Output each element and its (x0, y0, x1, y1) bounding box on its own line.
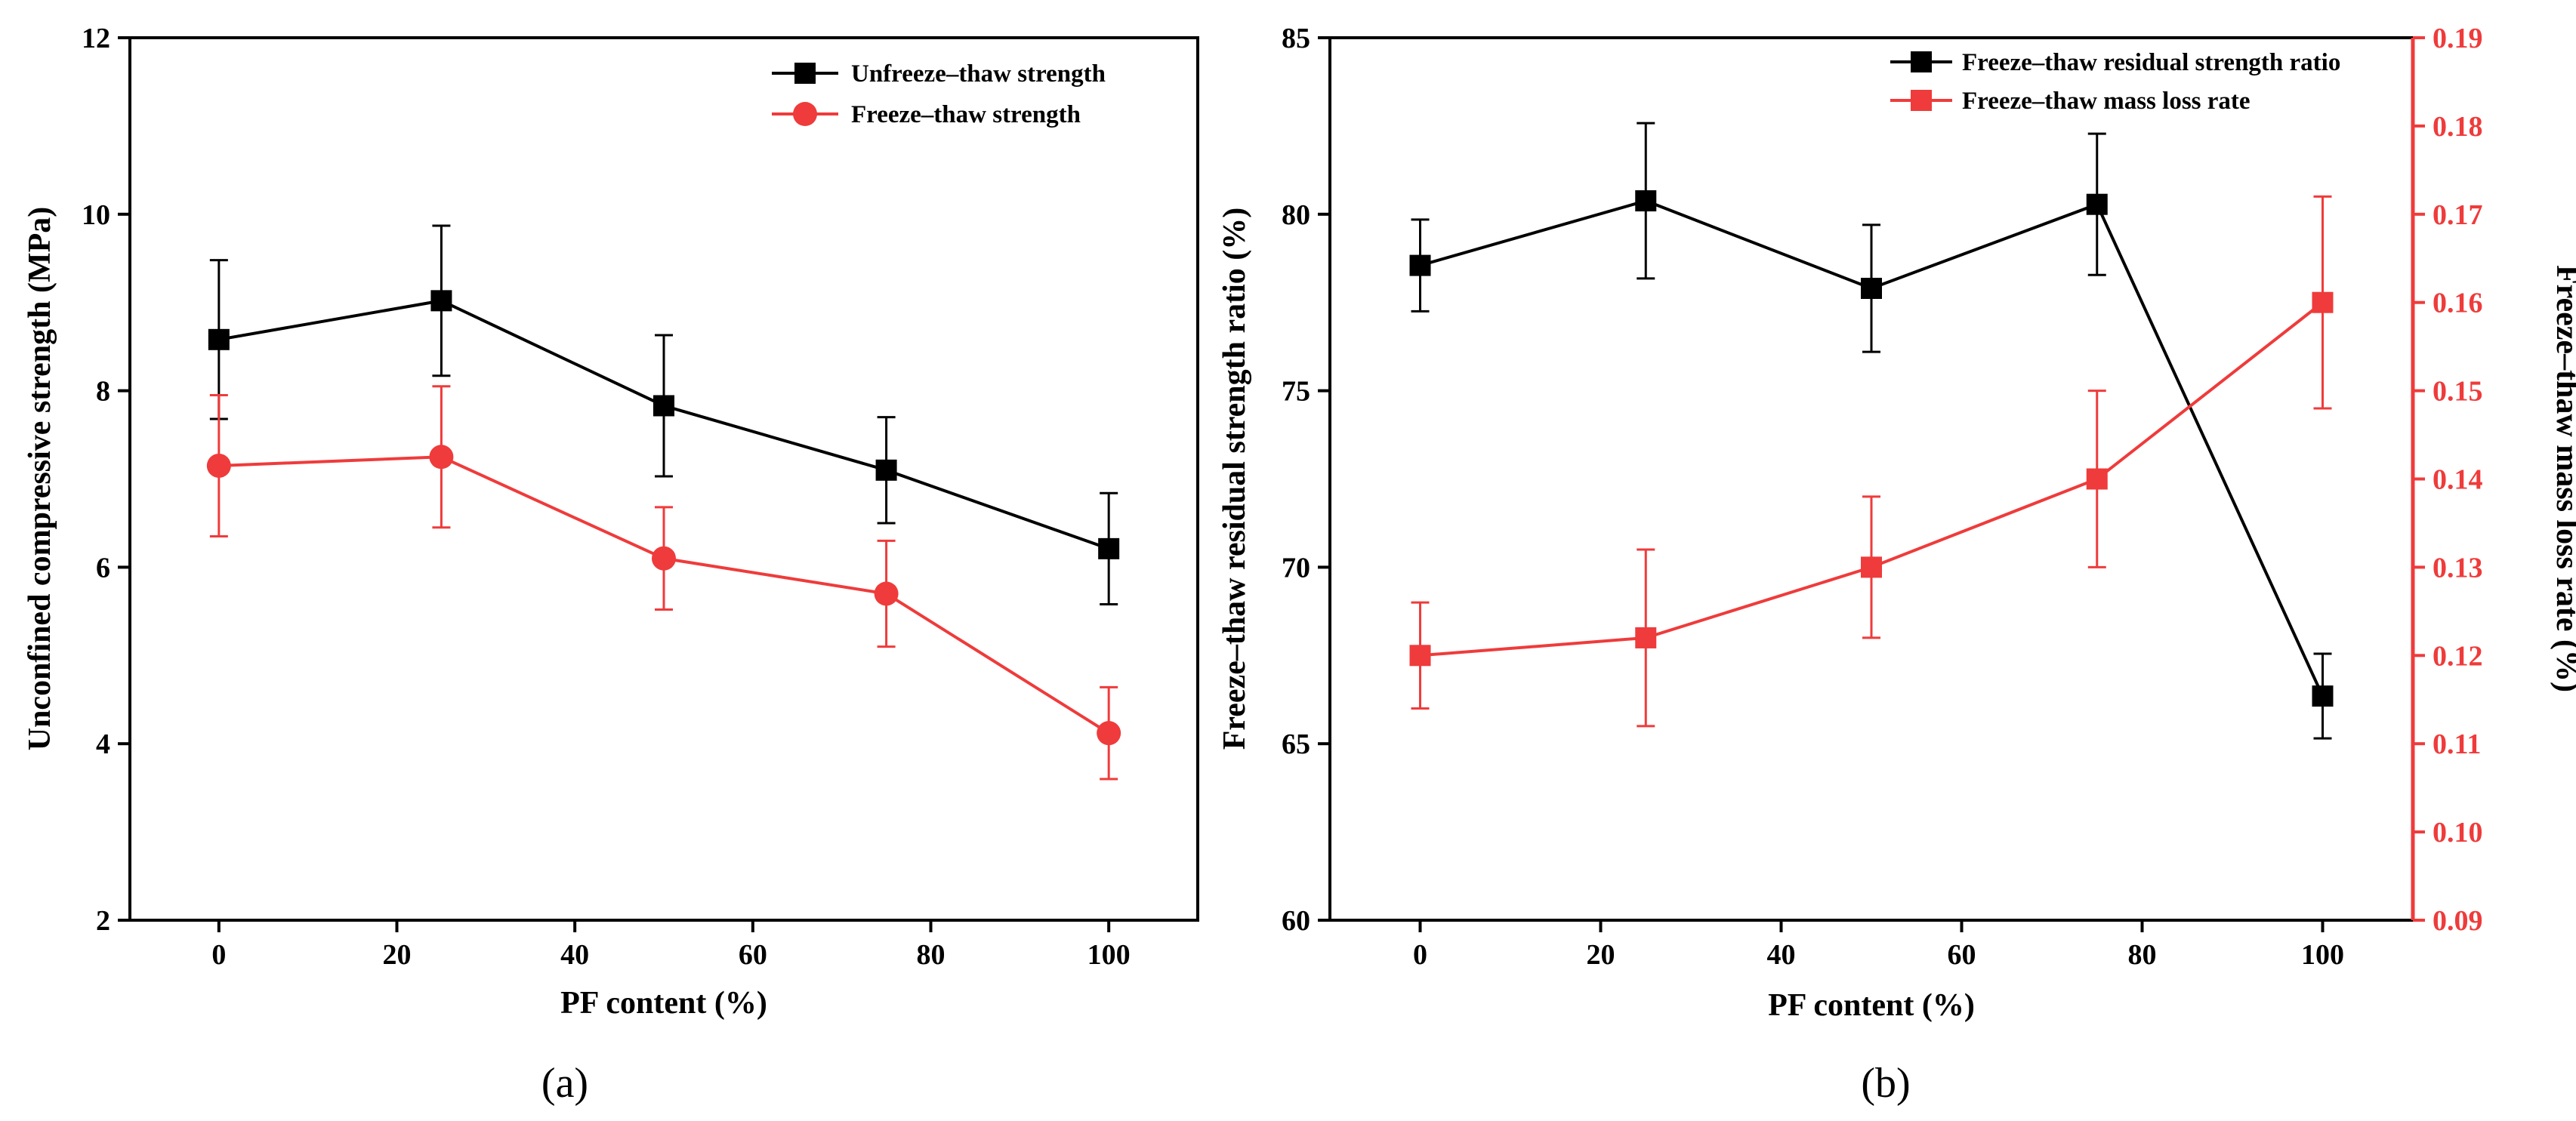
panel-a-y-tick-label: 10 (82, 199, 110, 231)
panel-a-y-tick-label: 8 (96, 376, 110, 408)
panel-b-right-y-tick-label: 0.15 (2433, 376, 2483, 408)
panel-b-label: (b) (1861, 1060, 1910, 1107)
panel-b-right-y-tick-label: 0.11 (2433, 728, 2481, 760)
panel-a-series-1-point (874, 581, 899, 606)
panel-a-x-tick-label: 100 (1087, 939, 1131, 971)
panel-b-legend-marker-massloss (1911, 90, 1932, 111)
panel-b-series-1-point (2312, 291, 2334, 313)
panel-b-y-tick-label: 80 (1282, 199, 1310, 231)
panel-b-plot-frame (1328, 36, 2414, 922)
panel-a-series-1 (206, 385, 1121, 781)
panel-a-x-tick-label: 0 (211, 939, 226, 971)
panel-b-legend-label-massloss: Freeze–thaw mass loss rate (1962, 88, 2251, 115)
panel-b-y-tick-label: 85 (1282, 23, 1310, 54)
panel-a-series-1-point (206, 453, 231, 478)
panel-b-series-0-point (2312, 685, 2334, 707)
panel-b-series-1-point (1861, 556, 1882, 578)
panel-a-series-0-point (875, 459, 897, 481)
panel-a-x-axis-label: PF content (%) (560, 986, 767, 1021)
panel-a-legend: Unfreeze–thaw strength Freeze–thaw stren… (772, 60, 1106, 128)
panel-a-y-tick-label: 4 (96, 728, 110, 760)
panel-b-right-y-tick-label: 0.14 (2433, 464, 2483, 496)
panel-a-legend-marker-unfreeze (794, 63, 816, 84)
panel-a-series-0-point (653, 395, 674, 417)
panel-b-x-tick-label: 0 (1413, 939, 1427, 971)
panel-a-series-1-point (429, 445, 454, 470)
panel-b-right-y-tick-label: 0.13 (2433, 552, 2483, 584)
panel-a-y-tick-label: 2 (96, 905, 110, 937)
panel-a-series-0-point (1098, 537, 1120, 559)
panel-b-x-tick-label: 60 (1948, 939, 1976, 971)
panel-b-right-y-tick-label: 0.12 (2433, 640, 2483, 672)
panel-a-x-tick-label: 20 (383, 939, 412, 971)
panel-b-series-1-point (2086, 468, 2108, 490)
panel-b-series-1-point (1409, 645, 1431, 667)
panel-a-legend-marker-freeze (793, 102, 817, 126)
panel-b-x-tick-label: 20 (1587, 939, 1615, 971)
panel-a-plot-frame (128, 36, 1199, 922)
panel-a-series-0-point (430, 290, 452, 312)
panel-a-legend-label-unfreeze: Unfreeze–thaw strength (851, 60, 1106, 88)
panel-a-x-tick-label: 80 (917, 939, 946, 971)
panel-b-right-y-tick-label: 0.16 (2433, 288, 2483, 319)
panel-b-right-y-tick-label: 0.17 (2433, 199, 2483, 231)
panel-a-legend-label-freeze: Freeze–thaw strength (851, 101, 1081, 128)
panel-b-x-tick-label: 80 (2128, 939, 2157, 971)
panel-b-right-y-tick-label: 0.09 (2433, 905, 2483, 937)
panel-a-x-tick-label: 60 (739, 939, 767, 971)
panel-b-x-tick-label: 40 (1767, 939, 1796, 971)
panel-a-series-0 (208, 224, 1120, 605)
panel-b-series-0-point (1635, 190, 1657, 212)
panel-b-right-y-tick-label: 0.18 (2433, 111, 2483, 143)
panel-a-x-tick-label: 40 (560, 939, 589, 971)
panel-b-y-tick-label: 65 (1282, 728, 1310, 760)
panel-a-y-axis-label: Unconfined compressive strength (MPa) (23, 207, 57, 751)
panel-b-series-0 (1409, 122, 2334, 740)
panel-b-legend-label-ratio: Freeze–thaw residual strength ratio (1962, 49, 2340, 76)
panel-b-x-axis-label: PF content (%) (1768, 988, 1975, 1023)
panel-a-series-1-point (652, 546, 676, 571)
panel-b-chart: 0 20 40 60 80 100 60 65 70 75 80 85 0.09 0.10 0.11 0.12… (1217, 23, 2576, 1107)
panel-b-series-1 (1409, 195, 2334, 728)
panel-b-legend: Freeze–thaw residual strength ratio Free… (1890, 49, 2340, 115)
panel-b-right-y-tick-label: 0.19 (2433, 23, 2483, 54)
panel-b-x-tick-label: 100 (2301, 939, 2344, 971)
panel-a-y-tick-label: 12 (82, 23, 110, 54)
panel-b-y-axis-label: Freeze–thaw residual strength ratio (%) (1217, 208, 1252, 750)
panel-b-y-tick-label: 60 (1282, 905, 1310, 937)
panel-a-chart: 0 20 40 60 80 100 2 4 6 8 10 12 PF content (%) Unco… (23, 23, 1199, 1107)
panel-b-right-y-axis-label: Freeze–thaw mass loss rate (%) (2550, 265, 2576, 692)
panel-a-series-1-point (1097, 721, 1121, 746)
panel-b-series-0-point (1861, 277, 1882, 299)
panel-b-legend-marker-ratio (1911, 51, 1932, 72)
panel-b-right-y-tick-label: 0.10 (2433, 817, 2483, 848)
panel-b-y-tick-label: 70 (1282, 552, 1310, 584)
panel-b-series-0-point (1409, 254, 1431, 276)
panel-b-series-0-point (2086, 193, 2108, 215)
panel-a-label: (a) (541, 1060, 588, 1107)
panel-b-series-1-point (1635, 627, 1657, 648)
panel-a-y-tick-label: 6 (96, 552, 110, 584)
panel-b-y-tick-label: 75 (1282, 376, 1310, 408)
panel-a-series-0-point (208, 328, 230, 350)
